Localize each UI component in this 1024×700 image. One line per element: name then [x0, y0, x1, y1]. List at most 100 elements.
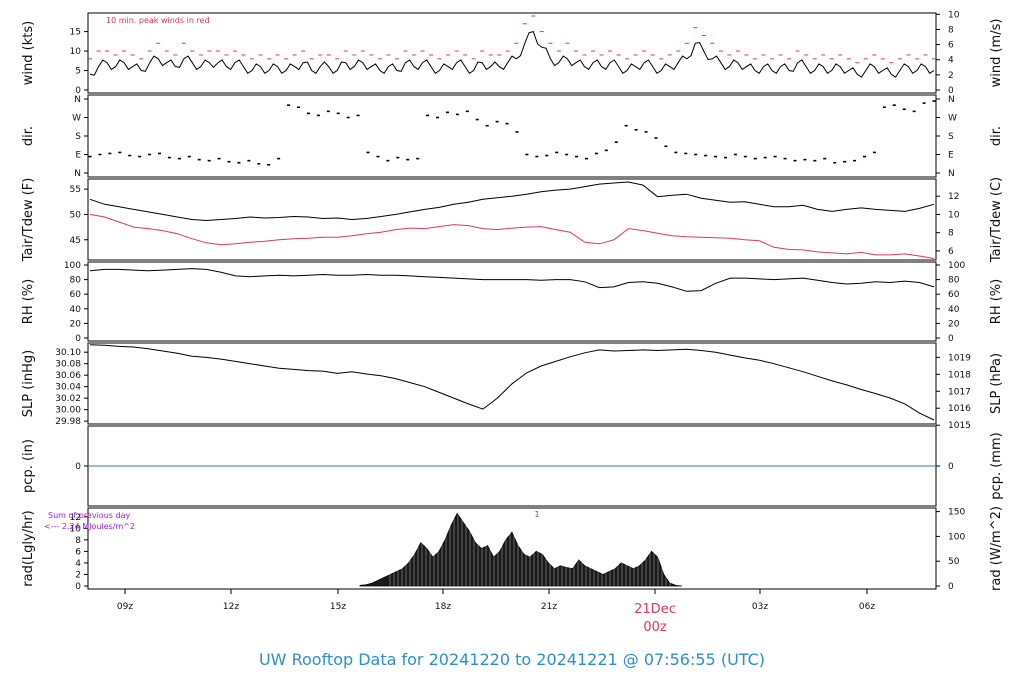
pcp-left-tick-label: 0: [75, 462, 81, 472]
rad-ylabel-left: rad(Lgly/hr): [21, 510, 36, 586]
x-day-label: 21Dec: [634, 602, 676, 617]
wind-left-tick-label: 5: [75, 67, 81, 77]
dir-frame: [87, 94, 937, 178]
temp-ylabel-right: Tair/Tdew (C): [989, 177, 1004, 263]
wind-ylabel-left: wind (kts): [21, 21, 36, 85]
wind-left-tick-label: 15: [70, 28, 81, 38]
slp-right-tick-label: 1016: [948, 404, 971, 414]
dir-right-tick-label: N: [948, 95, 955, 105]
rh-right-tick-label: 60: [948, 290, 960, 300]
x-axis: 09z 12z 15z 18z 21z 21Dec 00z 03z 06z: [117, 589, 875, 635]
rh-left-tick-label: 0: [75, 334, 81, 344]
rad-left-tick-label: 2: [75, 570, 81, 580]
dir-right-tick-label: N: [948, 169, 955, 179]
dir-ylabel-left: dir.: [21, 126, 36, 146]
wind-ylabel-right: wind (m/s): [989, 19, 1004, 88]
wind-right-tick-label: 8: [948, 25, 954, 35]
rad-right-tick-label: 0: [948, 582, 954, 592]
slp-line: [89, 344, 935, 421]
temp-right-tick-label: 8: [948, 229, 954, 239]
slp-frame: [87, 342, 937, 425]
rad-right-tick-label: 150: [948, 508, 965, 518]
chart-title: UW Rooftop Data for 20241220 to 20241221…: [259, 650, 765, 669]
x-tick-label: 18z: [435, 602, 451, 612]
rh-left-tick-label: 80: [70, 276, 82, 286]
dir-right-tick-label: S: [948, 132, 954, 142]
slp-ylabel-right: SLP (hPa): [989, 353, 1004, 414]
wind-left-tick-label: 0: [75, 86, 81, 96]
rad-left-tick-label: 10: [70, 524, 82, 534]
rh-left-tick-label: 60: [70, 290, 82, 300]
dir-ylabel-right: dir.: [989, 126, 1004, 146]
air-temp-line: [89, 181, 935, 222]
dir-left-tick-label: E: [75, 151, 81, 161]
rh-right-tick-label: 40: [948, 305, 960, 315]
slp-left-tick-label: 30.06: [55, 371, 81, 381]
x-tick-label: 09z: [117, 602, 133, 612]
slp-right-tick-label: 1015: [948, 421, 971, 431]
dir-right-tick-label: W: [948, 114, 957, 124]
pcp-ylabel-right: pcp. (mm): [989, 432, 1004, 499]
x-tick-label: 00z: [643, 620, 667, 635]
panel-pcp: pcp. (in) pcp. (mm) 0 0: [21, 425, 1004, 507]
panel-temp: Tair/Tdew (F) Tair/Tdew (C) 45 50 55 6 8 10 12: [21, 177, 1004, 263]
rad-left-tick-label: 8: [75, 536, 81, 546]
pcp-right-tick-label: 0: [948, 462, 954, 472]
radiation-area: [359, 512, 683, 587]
rh-left-tick-label: 100: [64, 261, 81, 271]
rad-sum-label: Sum of previous day: [48, 511, 130, 520]
rh-right-tick-label: 80: [948, 276, 960, 286]
slp-left-tick-label: 30.02: [55, 394, 81, 404]
slp-ylabel-left: SLP (inHg): [21, 350, 36, 418]
slp-right-tick-label: 1019: [948, 353, 971, 363]
rh-left-tick-label: 20: [70, 319, 82, 329]
dir-left-tick-label: N: [74, 169, 81, 179]
slp-right-tick-label: 1017: [948, 387, 971, 397]
temp-left-tick-label: 50: [70, 210, 82, 220]
slp-left-tick-label: 30.08: [55, 360, 81, 370]
x-tick-label: 21z: [541, 602, 557, 612]
temp-left-tick-label: 45: [70, 236, 81, 246]
temp-right-tick-label: 6: [948, 247, 954, 257]
rh-ylabel-right: RH (%): [989, 279, 1004, 324]
slp-left-tick-label: 29.98: [55, 417, 81, 427]
rh-right-tick-label: 0: [948, 334, 954, 344]
rad-left-tick-label: 4: [75, 559, 81, 569]
rh-line: [89, 268, 935, 292]
rh-frame: [87, 261, 937, 342]
wind-speed-line: [89, 30, 935, 78]
temp-right-tick-label: 10: [948, 210, 960, 220]
rad-frame: [87, 507, 937, 590]
rad-left-tick-label: 12: [70, 513, 81, 523]
temp-left-tick-label: 55: [70, 185, 81, 195]
panel-rh: RH (%) RH (%) 0 20 40 60 80 100 0 20 40 60 80 100: [21, 261, 1004, 344]
rh-right-tick-label: 100: [948, 261, 965, 271]
x-tick-label: 03z: [752, 602, 768, 612]
wind-right-tick-label: 6: [948, 41, 954, 51]
rad-left-tick-label: 6: [75, 547, 81, 557]
wind-right-tick-label: 0: [948, 86, 954, 96]
dir-left-tick-label: S: [75, 132, 81, 142]
rad-left-tick-label: 0: [75, 582, 81, 592]
rad-right-tick-label: 50: [948, 557, 960, 567]
rh-left-tick-label: 40: [70, 305, 82, 315]
slp-left-tick-label: 30.00: [55, 406, 81, 416]
wind-left-tick-label: 10: [70, 47, 82, 57]
wind-right-tick-label: 4: [948, 56, 954, 66]
x-tick-label: 06z: [859, 602, 875, 612]
rad-ylabel-right: rad (W/m^2): [989, 506, 1004, 591]
rad-marker-label: 1: [534, 510, 539, 519]
wind-frame: [87, 12, 937, 94]
dewpoint-line: [89, 213, 935, 259]
dir-right-tick-label: E: [948, 151, 954, 161]
rad-total-label: <--- 2.24 MJoules/m^2: [44, 522, 135, 531]
x-tick-label: 15z: [330, 602, 346, 612]
dir-left-tick-label: N: [74, 95, 81, 105]
temp-ylabel-left: Tair/Tdew (F): [21, 178, 36, 263]
slp-right-tick-label: 1018: [948, 370, 971, 380]
